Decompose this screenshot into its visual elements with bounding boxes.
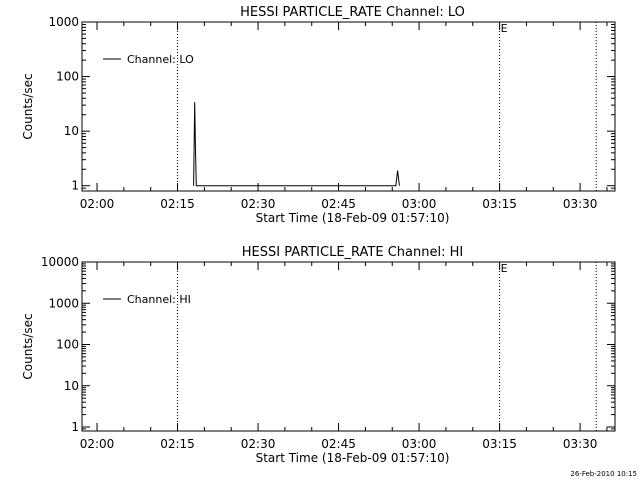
y-tick-label: 100 <box>56 70 79 84</box>
x-tick-label: 03:00 <box>402 437 437 451</box>
hi-channel-panel: HESSI PARTICLE_RATE Channel: HI 02:00 02:1… <box>21 245 616 465</box>
y-axis-label: Counts/sec <box>21 73 35 139</box>
x-tick-label: 03:00 <box>402 197 437 211</box>
x-tick-label: 03:15 <box>482 197 517 211</box>
legend-label: Channel: LO <box>127 53 194 66</box>
x-tick-label: 02:30 <box>241 197 276 211</box>
x-tick-label: 02:00 <box>80 437 115 451</box>
plot-frame <box>81 21 616 192</box>
x-tick-label: 02:30 <box>241 437 276 451</box>
lo-channel-panel: HESSI PARTICLE_RATE Channel: LO 02:00 02:1… <box>21 5 616 225</box>
series-line <box>193 102 400 187</box>
time-marker-label: E <box>501 262 508 275</box>
legend-label: Channel: HI <box>127 293 191 306</box>
y-tick-label: 10 <box>64 379 79 393</box>
x-tick-label: 02:45 <box>321 437 356 451</box>
x-tick-label: 02:45 <box>321 197 356 211</box>
y-tick-label: 1 <box>71 420 79 434</box>
plot-frame <box>81 261 616 432</box>
x-tick-label: 02:15 <box>160 437 195 451</box>
y-tick-label: 10 <box>64 124 79 138</box>
footer-timestamp: 26-Feb-2010 10:15 <box>570 470 637 478</box>
time-marker-label: E <box>501 22 508 35</box>
y-tick-label: 100 <box>56 338 79 352</box>
y-tick-label: 1000 <box>48 15 79 29</box>
y-tick-label: 1 <box>71 179 79 193</box>
y-tick-label: 1000 <box>48 296 79 310</box>
x-axis-label: Start Time (18-Feb-09 01:57:10) <box>256 211 450 225</box>
x-tick-label: 03:30 <box>563 197 598 211</box>
x-tick-label: 03:30 <box>563 437 598 451</box>
x-tick-label: 02:15 <box>160 197 195 211</box>
y-axis-label: Counts/sec <box>21 313 35 379</box>
x-axis-label: Start Time (18-Feb-09 01:57:10) <box>256 451 450 465</box>
chart-title: HESSI PARTICLE_RATE Channel: HI <box>242 245 463 260</box>
x-tick-label: 03:15 <box>482 437 517 451</box>
chart-title: HESSI PARTICLE_RATE Channel: LO <box>240 5 465 20</box>
y-tick-label: 10000 <box>41 255 79 269</box>
x-tick-label: 02:00 <box>80 197 115 211</box>
